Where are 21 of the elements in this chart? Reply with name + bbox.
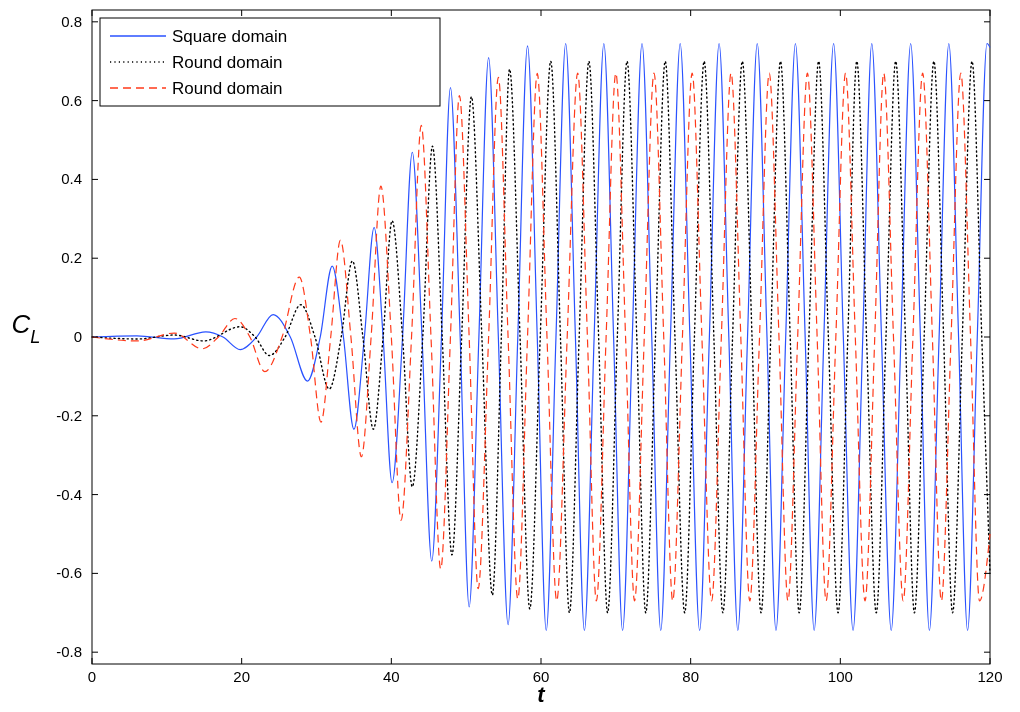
y-tick-label: -0.2 <box>56 406 82 424</box>
x-tick-label: 0 <box>87 668 97 685</box>
legend-label: Round domain <box>172 79 283 98</box>
y-tick-label: 0 <box>73 328 82 345</box>
x-tick-label: 60 <box>532 668 550 685</box>
x-tick-label: 20 <box>233 668 251 685</box>
x-tick-label: 80 <box>682 668 700 685</box>
y-tick-label: -0.6 <box>56 564 82 582</box>
y-tick-label: -0.8 <box>56 643 82 661</box>
y-tick-label: 0.8 <box>61 12 82 30</box>
x-tick-label: 100 <box>827 668 853 685</box>
y-tick-label: -0.4 <box>56 485 82 503</box>
y-axis-title: C$_{L}$ <box>11 309 41 347</box>
y-tick-label: 0.4 <box>61 170 82 188</box>
x-tick-label: 120 <box>977 668 1003 685</box>
y-tick-label: 0.2 <box>61 249 82 267</box>
y-tick-label: 0.6 <box>61 91 82 109</box>
legend-label: Round domain <box>172 53 283 72</box>
x-tick-label: 40 <box>382 668 400 685</box>
legend-label: Square domain <box>172 27 288 46</box>
x-axis-title: t <box>537 682 547 707</box>
